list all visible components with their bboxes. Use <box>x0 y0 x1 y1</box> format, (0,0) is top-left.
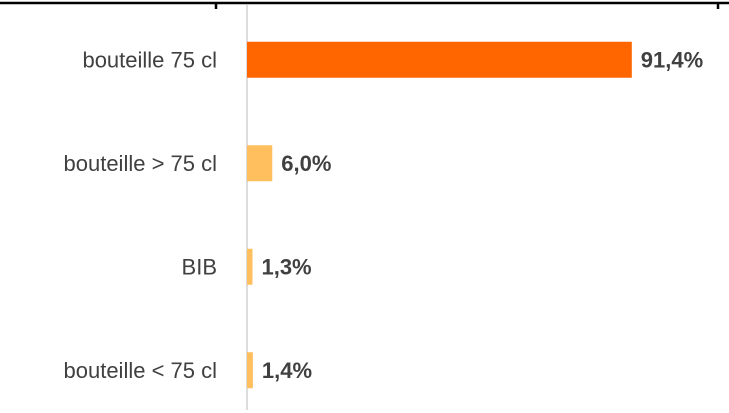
category-label: bouteille > 75 cl <box>64 151 218 176</box>
value-label: 1,3% <box>261 255 311 280</box>
bar <box>247 145 273 182</box>
value-label: 1,4% <box>262 358 312 383</box>
category-label: bouteille < 75 cl <box>64 358 218 383</box>
bar <box>247 248 253 285</box>
value-label: 6,0% <box>281 151 331 176</box>
value-label: 91,4% <box>641 48 703 73</box>
category-label: bouteille 75 cl <box>82 48 217 73</box>
bar <box>247 41 632 78</box>
category-label: BIB <box>182 255 217 280</box>
bar <box>247 352 253 389</box>
